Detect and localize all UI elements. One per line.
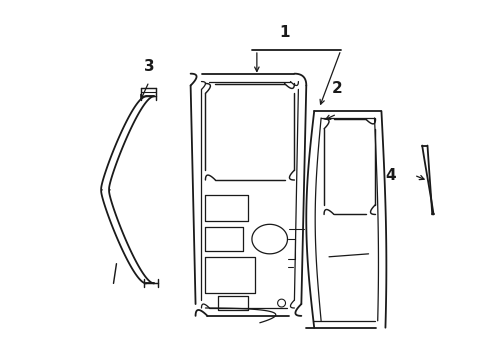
Text: 1: 1: [279, 25, 289, 40]
Text: 4: 4: [385, 167, 395, 183]
Text: 2: 2: [331, 81, 342, 96]
Text: 3: 3: [143, 59, 154, 74]
